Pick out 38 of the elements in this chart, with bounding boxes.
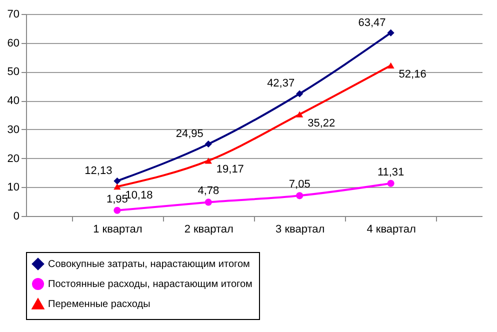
data-label: 19,17 bbox=[216, 164, 244, 176]
point bbox=[204, 140, 212, 148]
data-label: 24,95 bbox=[176, 128, 204, 140]
point bbox=[114, 177, 121, 185]
y-tick-label: 0 bbox=[13, 210, 20, 222]
x-tick-label: 4 квартал bbox=[366, 224, 416, 236]
data-label: 12,13 bbox=[84, 164, 112, 177]
y-tick-label: 50 bbox=[7, 66, 20, 78]
data-label: 4,78 bbox=[198, 185, 220, 198]
data-label: 1,95 bbox=[106, 193, 128, 206]
x-tick-label: 3 квартал bbox=[276, 224, 325, 236]
y-tick-label: 60 bbox=[7, 37, 20, 50]
legend-label: Постоянные расходы, нарастающим итогом bbox=[48, 279, 253, 290]
point bbox=[204, 158, 212, 164]
point bbox=[387, 29, 394, 36]
data-label: 52,16 bbox=[398, 68, 426, 80]
data-label: 42,37 bbox=[267, 78, 295, 90]
point bbox=[296, 111, 304, 118]
point bbox=[114, 206, 121, 214]
y-tick-label: 70 bbox=[7, 8, 20, 20]
point bbox=[204, 198, 212, 206]
y-tick-label: 30 bbox=[7, 124, 20, 136]
point bbox=[114, 184, 121, 190]
point bbox=[387, 62, 394, 69]
y-tick-label: 40 bbox=[7, 95, 20, 108]
data-label: 7,05 bbox=[288, 178, 310, 191]
point bbox=[296, 90, 304, 98]
data-label: 11,31 bbox=[377, 166, 404, 178]
legend-label: Переменные расходы bbox=[48, 299, 150, 310]
y-tick-label: 10 bbox=[7, 182, 20, 194]
data-label: 35,22 bbox=[308, 117, 336, 130]
x-tick-label: 1 квартал bbox=[93, 224, 142, 236]
x-tick-label: 2 квартал bbox=[184, 224, 234, 236]
legend-label: Совокупные затраты, нарастающим итогом bbox=[48, 259, 250, 270]
point bbox=[387, 180, 394, 187]
data-label: 63,47 bbox=[358, 16, 386, 29]
y-tick-label: 20 bbox=[7, 152, 20, 165]
point bbox=[296, 192, 304, 200]
